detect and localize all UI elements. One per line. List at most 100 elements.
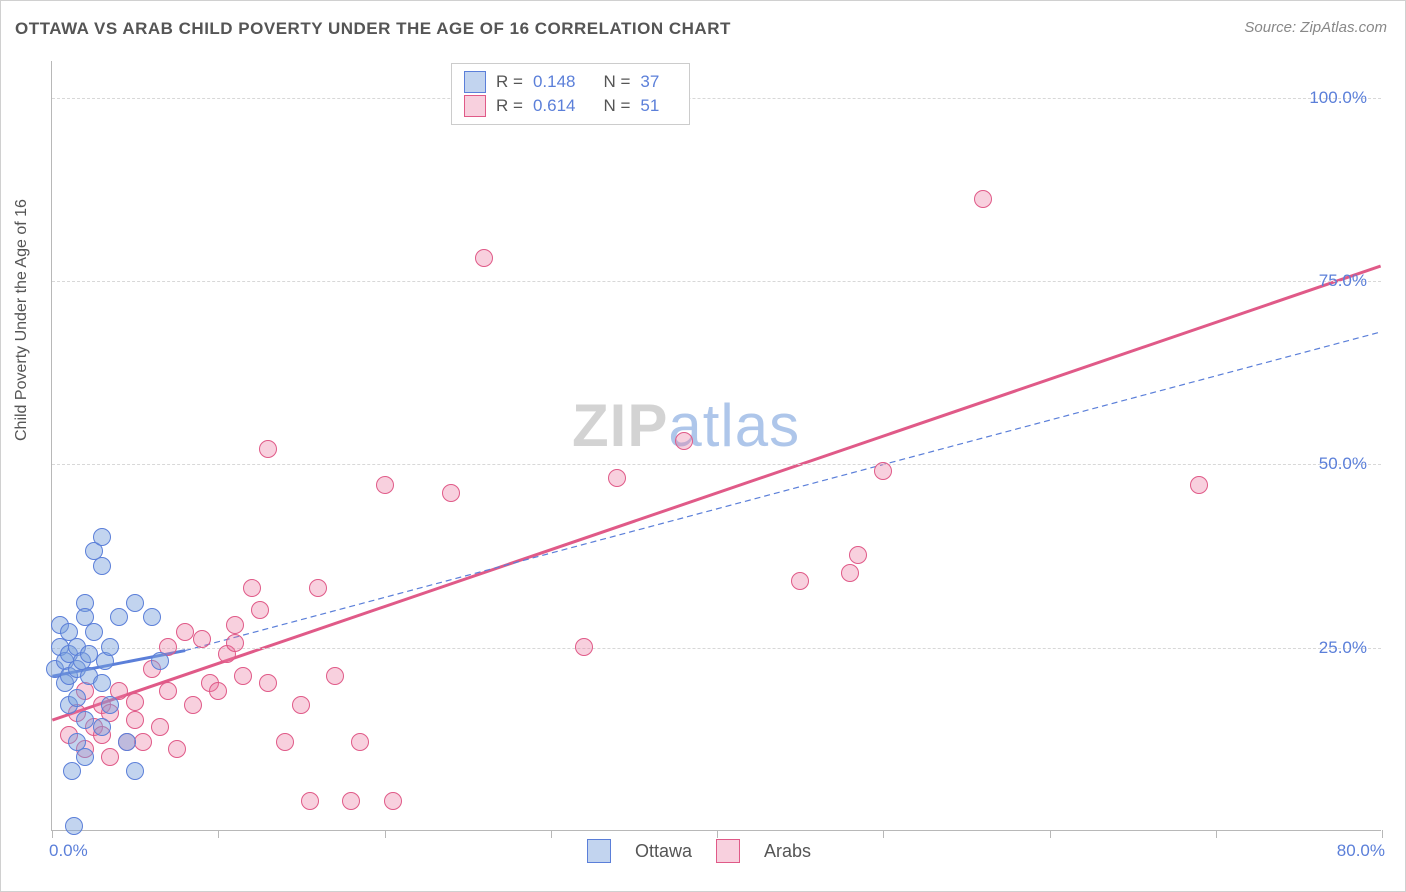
ottawa-point [76, 748, 94, 766]
gridline-h [52, 464, 1381, 465]
x-tick [883, 830, 884, 838]
arabs-n-value: 51 [640, 96, 659, 116]
arabs-point [151, 718, 169, 736]
arabs-point [442, 484, 460, 502]
ottawa-point [85, 623, 103, 641]
source-attribution: Source: ZipAtlas.com [1244, 19, 1387, 36]
arabs-point [292, 696, 310, 714]
x-tick [1050, 830, 1051, 838]
ottawa-point [151, 652, 169, 670]
arabs-point [309, 579, 327, 597]
arabs-point [134, 733, 152, 751]
trendlines-layer [52, 61, 1381, 830]
arabs-point [101, 748, 119, 766]
gridline-h [52, 648, 1381, 649]
correlation-legend: R = 0.148 N = 37 R = 0.614 N = 51 [451, 63, 690, 125]
y-axis-label: Child Poverty Under the Age of 16 [13, 199, 31, 441]
arabs-point [342, 792, 360, 810]
arabs-point [193, 630, 211, 648]
arabs-point [176, 623, 194, 641]
arabs-point [168, 740, 186, 758]
ottawa-point [93, 718, 111, 736]
arabs-point [126, 693, 144, 711]
arabs-point [301, 792, 319, 810]
ottawa-n-value: 37 [640, 72, 659, 92]
arabs-legend-label: Arabs [764, 841, 811, 862]
x-tick [385, 830, 386, 838]
ottawa-point [118, 733, 136, 751]
ottawa-point [63, 762, 81, 780]
ottawa-point [110, 608, 128, 626]
arabs-point [351, 733, 369, 751]
gridline-h [52, 281, 1381, 282]
ottawa-point [143, 608, 161, 626]
arabs-point [234, 667, 252, 685]
ottawa-point [93, 557, 111, 575]
y-tick-label: 50.0% [1319, 454, 1367, 474]
x-axis-min-label: 0.0% [49, 841, 88, 861]
arabs-point [259, 440, 277, 458]
arabs-r-value: 0.614 [533, 96, 576, 116]
x-tick [551, 830, 552, 838]
arabs-point [251, 601, 269, 619]
legend-row-ottawa: R = 0.148 N = 37 [464, 70, 677, 94]
arabs-point [376, 476, 394, 494]
arabs-point [259, 674, 277, 692]
arabs-point [849, 546, 867, 564]
y-tick-label: 25.0% [1319, 638, 1367, 658]
ottawa-point [126, 594, 144, 612]
arabs-point [226, 616, 244, 634]
gridline-h [52, 98, 1381, 99]
arabs-point [326, 667, 344, 685]
source-name: ZipAtlas.com [1300, 19, 1387, 36]
ottawa-r-label: R = [496, 72, 523, 92]
arabs-point [159, 682, 177, 700]
ottawa-swatch-icon [464, 71, 486, 93]
x-tick [52, 830, 53, 838]
arabs-point [608, 469, 626, 487]
x-tick [1216, 830, 1217, 838]
chart-title: OTTAWA VS ARAB CHILD POVERTY UNDER THE A… [15, 19, 731, 39]
arabs-point [126, 711, 144, 729]
ottawa-point [101, 638, 119, 656]
source-label: Source: [1244, 19, 1300, 36]
arabs-point [675, 432, 693, 450]
ottawa-n-label: N = [603, 72, 630, 92]
watermark-part1: ZIP [572, 392, 668, 459]
arabs-swatch-icon [716, 839, 740, 863]
ottawa-point [93, 674, 111, 692]
ottawa-point [68, 689, 86, 707]
series-legend: Ottawa Arabs [587, 839, 811, 863]
arabs-r-label: R = [496, 96, 523, 116]
arabs-point [791, 572, 809, 590]
ottawa-point [80, 645, 98, 663]
ottawa-point [93, 528, 111, 546]
arabs-point [243, 579, 261, 597]
arabs-point [384, 792, 402, 810]
ottawa-legend-label: Ottawa [635, 841, 692, 862]
x-tick [218, 830, 219, 838]
arabs-n-label: N = [603, 96, 630, 116]
arabs-point [276, 733, 294, 751]
ottawa-r-value: 0.148 [533, 72, 576, 92]
arabs-point [841, 564, 859, 582]
chart-container: OTTAWA VS ARAB CHILD POVERTY UNDER THE A… [0, 0, 1406, 892]
arabs-point [1190, 476, 1208, 494]
arabs-swatch-icon [464, 95, 486, 117]
arabs-point [974, 190, 992, 208]
arabs-point [226, 634, 244, 652]
y-tick-label: 100.0% [1309, 88, 1367, 108]
plot-area: ZIPatlas 25.0%50.0%75.0%100.0% [51, 61, 1381, 831]
arabs-point [575, 638, 593, 656]
x-axis-max-label: 80.0% [1337, 841, 1385, 861]
arabs-point [475, 249, 493, 267]
arabs-point [209, 682, 227, 700]
legend-row-arabs: R = 0.614 N = 51 [464, 94, 677, 118]
ottawa-point [101, 696, 119, 714]
y-tick-label: 75.0% [1319, 271, 1367, 291]
arabs-point [184, 696, 202, 714]
arabs-point [874, 462, 892, 480]
x-tick [717, 830, 718, 838]
ottawa-point [65, 817, 83, 835]
ottawa-point [76, 711, 94, 729]
